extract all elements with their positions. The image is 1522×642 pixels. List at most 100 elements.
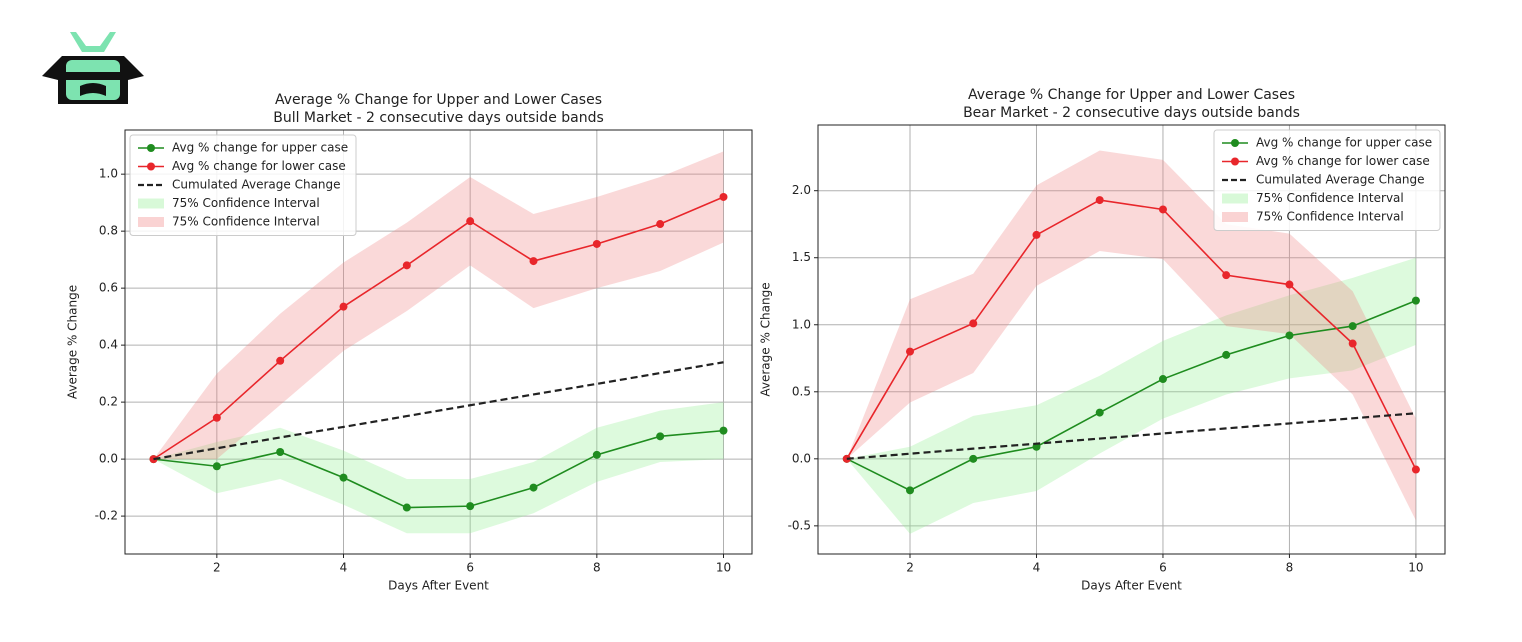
chart-subtitle: Bull Market - 2 consecutive days outside… [273,110,604,126]
data-point [1032,230,1041,239]
chart-subtitle: Bear Market - 2 consecutive days outside… [963,105,1300,121]
legend-swatch [138,198,164,209]
legend-box [1213,129,1441,231]
y-axis-label: Average % Change [759,282,773,396]
data-point [969,319,978,328]
x-tick-label: 2 [213,561,221,575]
chart-title: Average % Change for Upper and Lower Cas… [968,87,1295,103]
data-point [529,483,538,492]
legend-label: Avg % change for lower case [172,159,346,173]
data-point [212,462,221,471]
x-axis-label: Days After Event [1081,579,1182,593]
data-point [719,192,728,201]
y-tick-label: 0.5 [792,384,811,398]
data-point [1285,331,1294,340]
legend-box [129,134,357,236]
data-point [402,503,411,512]
legend-label: Cumulated Average Change [1256,173,1425,187]
data-point [592,239,601,248]
data-point [1158,375,1167,384]
plot-frame [124,129,753,555]
legend-label: Avg % change for upper case [1256,136,1432,150]
y-tick-label: 2.0 [792,183,811,197]
legend-label: Avg % change for upper case [172,141,348,155]
legend-swatch [138,217,164,227]
data-point [969,454,978,463]
x-tick-label: 4 [1033,561,1041,575]
data-point [402,261,411,270]
legend-marker [147,162,155,171]
data-point [592,450,601,459]
plot-frame [817,124,1446,555]
legend-label: 75% Confidence Interval [172,215,320,229]
legend-swatch [1222,193,1248,204]
y-tick-label: 0.4 [99,338,118,352]
data-point [1095,408,1104,417]
series-line [846,412,1416,460]
data-point [1411,296,1420,305]
data-point [906,486,915,495]
data-point [906,347,915,356]
legend-label: Avg % change for lower case [1256,154,1430,168]
y-tick-label: 0.0 [792,451,811,465]
data-point [1348,322,1357,331]
data-point [1285,280,1294,289]
x-tick-label: 4 [340,561,348,575]
data-point [1095,196,1104,205]
y-tick-label: 0.6 [99,281,118,295]
legend-label: 75% Confidence Interval [1256,191,1404,205]
confidence-band [846,150,1416,521]
x-tick-label: 10 [716,561,731,575]
x-tick-label: 6 [1159,561,1167,575]
y-tick-label: 1.0 [99,167,118,181]
logo [42,32,144,104]
x-tick-label: 6 [466,561,474,575]
x-tick-label: 10 [1408,561,1423,575]
y-tick-label: 1.0 [792,317,811,331]
legend-label: 75% Confidence Interval [1256,210,1404,224]
legend-marker [147,144,155,152]
legend-marker [1231,139,1239,147]
data-point [276,356,285,365]
series-line [153,429,724,509]
data-point [656,432,665,441]
confidence-band [153,151,724,460]
x-tick-label: 2 [906,561,914,575]
series-line [153,196,724,460]
data-point [276,447,285,456]
x-axis-label: Days After Event [388,579,489,593]
data-point [1222,350,1231,359]
data-point [466,502,475,511]
data-point [1348,339,1357,348]
data-point [1411,465,1420,474]
y-tick-label: 0.0 [99,452,118,466]
y-tick-label: 1.5 [792,250,811,264]
legend-marker [1231,157,1239,166]
legend-label: 75% Confidence Interval [172,196,320,210]
data-point [719,426,728,435]
data-point [466,217,475,226]
y-tick-label: 0.2 [99,395,118,409]
data-point [1222,271,1231,280]
y-tick-label: 0.8 [99,224,118,238]
x-tick-label: 8 [1286,561,1294,575]
legend-swatch [1222,212,1248,222]
data-point [656,220,665,229]
series-line [153,361,724,461]
data-point [339,473,348,482]
chart: Average % Change for Upper and Lower Cas… [66,92,753,593]
chart-title: Average % Change for Upper and Lower Cas… [275,92,602,108]
data-point [212,413,221,422]
y-tick-label: -0.5 [788,518,811,532]
x-tick-label: 8 [593,561,601,575]
data-point [1158,205,1167,214]
y-tick-label: -0.2 [95,509,118,523]
chart: Average % Change for Upper and Lower Cas… [759,87,1446,593]
legend-label: Cumulated Average Change [172,178,341,192]
data-point [529,257,538,266]
data-point [339,302,348,311]
series-line [846,299,1417,492]
series-line [846,199,1417,470]
